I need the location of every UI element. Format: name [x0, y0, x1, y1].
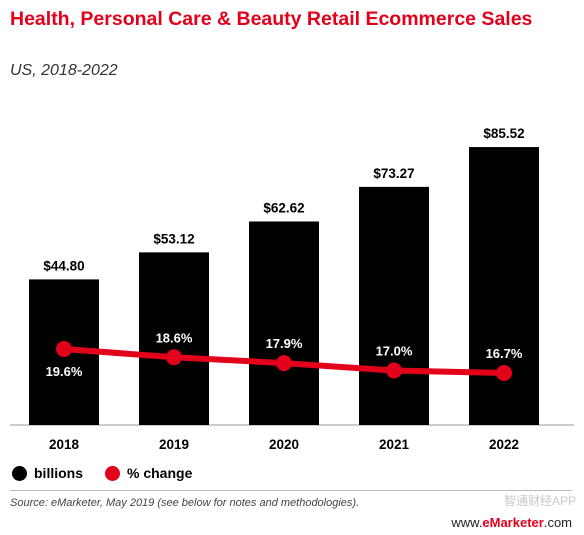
legend-label-pct-change: % change	[127, 465, 193, 481]
pct-change-point-2020	[276, 355, 292, 372]
bar-value-label-2018: $44.80	[43, 258, 84, 273]
pct-change-point-2022	[496, 365, 512, 381]
pct-change-label-2018: 19.6%	[46, 364, 83, 379]
legend-swatch-billions	[12, 465, 27, 481]
brand-mark: e	[482, 515, 490, 530]
bar-value-label-2022: $85.52	[483, 126, 524, 141]
footer-divider	[10, 490, 572, 491]
pct-change-point-2021	[386, 362, 402, 379]
x-tick-label-2020: 2020	[269, 437, 299, 452]
chart-legend: billions % change	[12, 465, 214, 481]
pct-change-point-2019	[166, 349, 182, 366]
brand-prefix: www.	[451, 515, 483, 530]
brand-name: Marketer	[489, 515, 544, 530]
brand-suffix: .com	[543, 515, 572, 530]
brand-logo: www.eMarketer.com	[451, 515, 572, 530]
watermark: 智通财经APP	[503, 494, 576, 508]
x-tick-label-2022: 2022	[489, 437, 519, 452]
bar-value-label-2021: $73.27	[373, 166, 414, 181]
pct-change-label-2021: 17.0%	[376, 344, 413, 359]
pct-change-label-2019: 18.6%	[156, 330, 193, 345]
bar-2020	[249, 221, 319, 425]
bar-value-label-2019: $53.12	[153, 231, 194, 246]
bar-2021	[359, 186, 429, 425]
x-tick-label-2021: 2021	[379, 437, 410, 452]
source-note: Source: eMarketer, May 2019 (see below f…	[10, 497, 360, 509]
bar-value-label-2020: $62.62	[263, 200, 304, 215]
legend-item-pct-change: % change	[105, 465, 192, 481]
chart-subtitle: US, 2018-2022	[10, 62, 118, 79]
bar-2019	[139, 252, 209, 425]
legend-swatch-pct-change	[105, 465, 120, 481]
pct-change-label-2020: 17.9%	[266, 336, 303, 351]
x-tick-label-2019: 2019	[159, 437, 189, 452]
bar-2022	[469, 147, 539, 425]
x-tick-label-2018: 2018	[49, 437, 80, 452]
pct-change-label-2022: 16.7%	[486, 346, 523, 361]
legend-label-billions: billions	[34, 465, 83, 481]
legend-item-billions: billions	[12, 465, 83, 481]
chart-title: Health, Personal Care & Beauty Retail Ec…	[10, 8, 533, 30]
pct-change-point-2018	[56, 341, 72, 357]
chart-plot: $44.80 $53.12 $62.62 $73.27 $85.52 2018 2019 20…	[10, 126, 574, 452]
